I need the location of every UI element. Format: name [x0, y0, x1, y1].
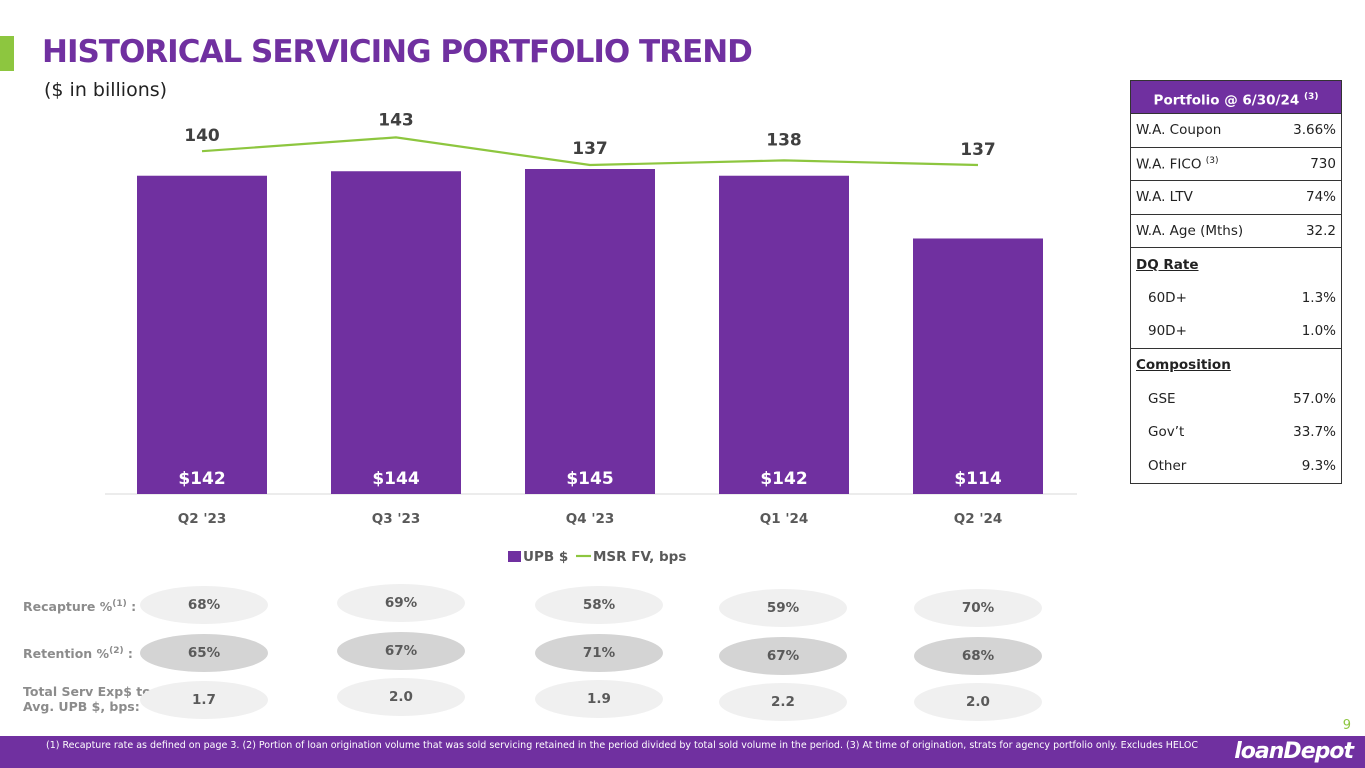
upb-bar-label-q4-23: $145	[566, 469, 613, 489]
msr-fv-label-q4-23: 137	[572, 139, 608, 159]
recapture-value-q3-23: 69%	[337, 584, 465, 622]
upb-bar-label-q3-23: $144	[372, 469, 419, 489]
upb-bar-label-q1-24: $142	[760, 469, 807, 489]
retention-value-q2-23: 65%	[140, 634, 268, 672]
x-tick-label-q3-23: Q3 '23	[372, 511, 421, 527]
x-tick-label-q2-23: Q2 '23	[178, 511, 227, 527]
legend-upb-label: UPB $	[523, 549, 568, 565]
serv-exp-value-q2-23: 1.7	[140, 681, 268, 719]
portfolio-table: Portfolio @ 6/30/24 (3) W.A. Coupon 3.66%…	[1130, 80, 1342, 484]
x-tick-label-q4-23: Q4 '23	[566, 511, 615, 527]
msr-fv-label-q1-24: 138	[766, 130, 802, 150]
loandepot-logo: loanDepot	[1234, 739, 1354, 764]
dq-row-90d: 90D+ 1.0%	[1131, 315, 1341, 349]
upb-bar-q2-23	[137, 175, 267, 495]
recapture-label: Recapture %(1) :	[23, 599, 137, 615]
dq-row-60d: 60D+ 1.3%	[1148, 290, 1336, 307]
msr-fv-label-q2-23: 140	[184, 126, 220, 146]
upb-bar-q4-23	[525, 169, 655, 494]
legend-msr-label: MSR FV, bps	[593, 549, 686, 565]
serv-exp-value-q4-23: 1.9	[535, 680, 663, 718]
recapture-value-q2-24: 70%	[914, 589, 1042, 627]
composition-heading: Composition	[1136, 357, 1231, 374]
upb-bar-q3-23	[331, 171, 461, 494]
legend-upb-swatch	[508, 551, 521, 562]
page-subtitle: ($ in billions)	[44, 79, 168, 101]
recapture-value-q4-23: 58%	[535, 586, 663, 624]
portfolio-row-ltv: W.A. LTV 74%	[1131, 181, 1341, 215]
upb-bar-label-q2-24: $114	[954, 469, 1001, 489]
footer-bar: (1) Recapture rate as defined on page 3.…	[0, 736, 1365, 768]
upb-bar-q1-24	[719, 175, 849, 495]
page-number: 9	[1342, 718, 1351, 733]
serv-exp-label: Total Serv Exp$ to Avg. UPB $, bps:	[23, 684, 151, 714]
msr-fv-label-q2-24: 137	[960, 140, 996, 160]
retention-value-q4-23: 71%	[535, 634, 663, 672]
msr-fv-series-line	[201, 136, 979, 167]
upb-bar-q2-24	[913, 238, 1043, 494]
retention-value-q3-23: 67%	[337, 632, 465, 670]
page-title: HISTORICAL SERVICING PORTFOLIO TREND	[42, 34, 753, 70]
serv-exp-value-q3-23: 2.0	[337, 678, 465, 716]
recapture-value-q1-24: 59%	[719, 589, 847, 627]
x-tick-label-q2-24: Q2 '24	[954, 511, 1003, 527]
recapture-value-q2-23: 68%	[140, 586, 268, 624]
composition-row-govt: Gov’t 33.7%	[1148, 424, 1336, 441]
serv-exp-value-q1-24: 2.2	[719, 683, 847, 721]
portfolio-row-age: W.A. Age (Mths) 32.2	[1131, 215, 1341, 248]
x-tick-label-q1-24: Q1 '24	[760, 511, 809, 527]
upb-bar-label-q2-23: $142	[178, 469, 225, 489]
retention-value-q1-24: 67%	[719, 637, 847, 675]
footnote-text: (1) Recapture rate as defined on page 3.…	[46, 740, 1198, 751]
portfolio-table-header: Portfolio @ 6/30/24 (3)	[1131, 81, 1341, 114]
retention-label: Retention %(2) :	[23, 646, 133, 662]
portfolio-row-coupon: W.A. Coupon 3.66%	[1131, 114, 1341, 148]
portfolio-row-fico: W.A. FICO (3) 730	[1131, 148, 1341, 181]
retention-value-q2-24: 68%	[914, 637, 1042, 675]
serv-exp-value-q2-24: 2.0	[914, 683, 1042, 721]
composition-row-other: Other 9.3%	[1148, 457, 1336, 474]
msr-fv-label-q3-23: 143	[378, 110, 414, 130]
title-accent-bar	[0, 36, 14, 71]
composition-row-gse: GSE 57.0%	[1148, 390, 1336, 407]
dq-rate-heading: DQ Rate	[1136, 256, 1199, 273]
